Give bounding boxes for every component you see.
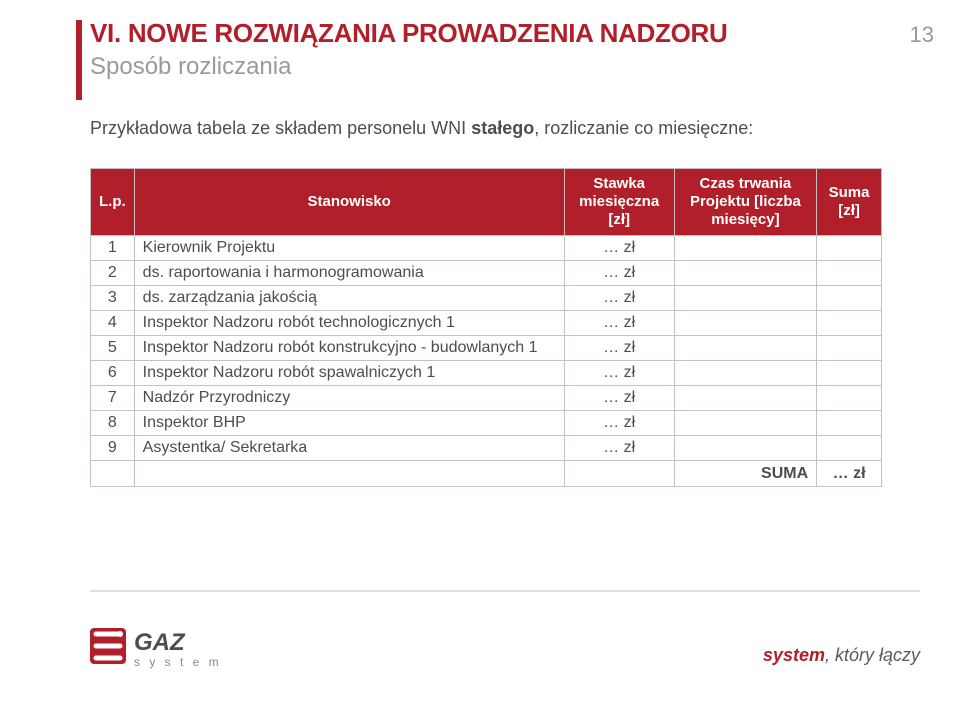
cell-czas bbox=[674, 286, 816, 311]
table-body: 1Kierownik Projektu… zł2ds. raportowania… bbox=[91, 236, 882, 461]
footer-rule bbox=[90, 590, 920, 592]
table-foot: SUMA … zł bbox=[91, 461, 882, 487]
cell-stawka: … zł bbox=[564, 286, 674, 311]
tagline-bold: system bbox=[763, 645, 825, 665]
cell-suma bbox=[817, 286, 882, 311]
table-row: 5Inspektor Nadzoru robót konstrukcyjno -… bbox=[91, 336, 882, 361]
cell-lp: 1 bbox=[91, 236, 135, 261]
suma-value: … zł bbox=[817, 461, 882, 487]
cell-czas bbox=[674, 361, 816, 386]
cell-stawka: … zł bbox=[564, 411, 674, 436]
svg-text:s y s t e m: s y s t e m bbox=[134, 655, 222, 669]
cell-name: ds. zarządzania jakością bbox=[134, 286, 564, 311]
cell-name: Inspektor Nadzoru robót technologicznych… bbox=[134, 311, 564, 336]
table-row: 6Inspektor Nadzoru robót spawalniczych 1… bbox=[91, 361, 882, 386]
gaz-system-logo: GAZ s y s t e m bbox=[90, 620, 260, 676]
col-stanowisko: Stanowisko bbox=[134, 169, 564, 236]
intro-bold: stałego bbox=[471, 118, 534, 138]
intro-text: Przykładowa tabela ze składem personelu … bbox=[90, 118, 880, 139]
table-head: L.p. Stanowisko Stawka miesięczna [zł] C… bbox=[91, 169, 882, 236]
cell-lp: 9 bbox=[91, 436, 135, 461]
header: VI. NOWE ROZWIĄZANIA PROWADZENIA NADZORU… bbox=[90, 18, 920, 81]
cell-name: Nadzór Przyrodniczy bbox=[134, 386, 564, 411]
table-row: 2ds. raportowania i harmonogramowania… z… bbox=[91, 261, 882, 286]
table-row: 7Nadzór Przyrodniczy… zł bbox=[91, 386, 882, 411]
cell-suma bbox=[817, 261, 882, 286]
suma-label: SUMA bbox=[674, 461, 816, 487]
cell-czas bbox=[674, 436, 816, 461]
cell-suma bbox=[817, 336, 882, 361]
col-lp: L.p. bbox=[91, 169, 135, 236]
cell-name: Inspektor Nadzoru robót konstrukcyjno - … bbox=[134, 336, 564, 361]
cell-suma bbox=[817, 411, 882, 436]
cell-czas bbox=[674, 411, 816, 436]
cell-name: Inspektor Nadzoru robót spawalniczych 1 bbox=[134, 361, 564, 386]
cell-name: Asystentka/ Sekretarka bbox=[134, 436, 564, 461]
cell-suma bbox=[817, 236, 882, 261]
col-suma: Suma [zł] bbox=[817, 169, 882, 236]
cell-stawka: … zł bbox=[564, 311, 674, 336]
cell-stawka: … zł bbox=[564, 361, 674, 386]
cell-stawka: … zł bbox=[564, 436, 674, 461]
table-row: 3ds. zarządzania jakością… zł bbox=[91, 286, 882, 311]
cell-lp: 4 bbox=[91, 311, 135, 336]
page-title: VI. NOWE ROZWIĄZANIA PROWADZENIA NADZORU bbox=[90, 18, 920, 49]
cell-suma bbox=[817, 436, 882, 461]
cell-czas bbox=[674, 236, 816, 261]
page-number: 13 bbox=[910, 22, 934, 48]
cell-suma bbox=[817, 386, 882, 411]
cell-suma bbox=[817, 361, 882, 386]
cell-stawka: … zł bbox=[564, 336, 674, 361]
cell-czas bbox=[674, 386, 816, 411]
svg-text:GAZ: GAZ bbox=[134, 629, 186, 656]
cell-lp: 5 bbox=[91, 336, 135, 361]
footer-tagline: system, który łączy bbox=[763, 645, 920, 666]
cell-lp: 8 bbox=[91, 411, 135, 436]
cell-czas bbox=[674, 336, 816, 361]
table-blank-row: SUMA … zł bbox=[91, 461, 882, 487]
table-row: 4Inspektor Nadzoru robót technologicznyc… bbox=[91, 311, 882, 336]
cell-name: Inspektor BHP bbox=[134, 411, 564, 436]
cell-czas bbox=[674, 311, 816, 336]
col-stawka: Stawka miesięczna [zł] bbox=[564, 169, 674, 236]
cell-name: ds. raportowania i harmonogramowania bbox=[134, 261, 564, 286]
table-row: 1Kierownik Projektu… zł bbox=[91, 236, 882, 261]
cell-suma bbox=[817, 311, 882, 336]
table-row: 9Asystentka/ Sekretarka… zł bbox=[91, 436, 882, 461]
cell-name: Kierownik Projektu bbox=[134, 236, 564, 261]
intro-pre: Przykładowa tabela ze składem personelu … bbox=[90, 118, 471, 138]
cell-lp: 6 bbox=[91, 361, 135, 386]
cell-lp: 7 bbox=[91, 386, 135, 411]
tagline-rest: , który łączy bbox=[825, 645, 920, 665]
cell-stawka: … zł bbox=[564, 261, 674, 286]
cell-lp: 2 bbox=[91, 261, 135, 286]
footer: GAZ s y s t e m system, który łączy bbox=[90, 620, 920, 676]
table-row: 8Inspektor BHP… zł bbox=[91, 411, 882, 436]
col-czas: Czas trwania Projektu [liczba miesięcy] bbox=[674, 169, 816, 236]
header-accent-bar bbox=[76, 20, 82, 100]
cell-czas bbox=[674, 261, 816, 286]
cell-stawka: … zł bbox=[564, 236, 674, 261]
page-subtitle: Sposób rozliczania bbox=[90, 53, 920, 81]
intro-post: , rozliczanie co miesięczne: bbox=[534, 118, 753, 138]
cell-lp: 3 bbox=[91, 286, 135, 311]
personnel-table: L.p. Stanowisko Stawka miesięczna [zł] C… bbox=[90, 168, 882, 487]
cell-stawka: … zł bbox=[564, 386, 674, 411]
title-prefix: VI. bbox=[90, 18, 128, 48]
title-text: NOWE ROZWIĄZANIA PROWADZENIA NADZORU bbox=[128, 18, 728, 48]
